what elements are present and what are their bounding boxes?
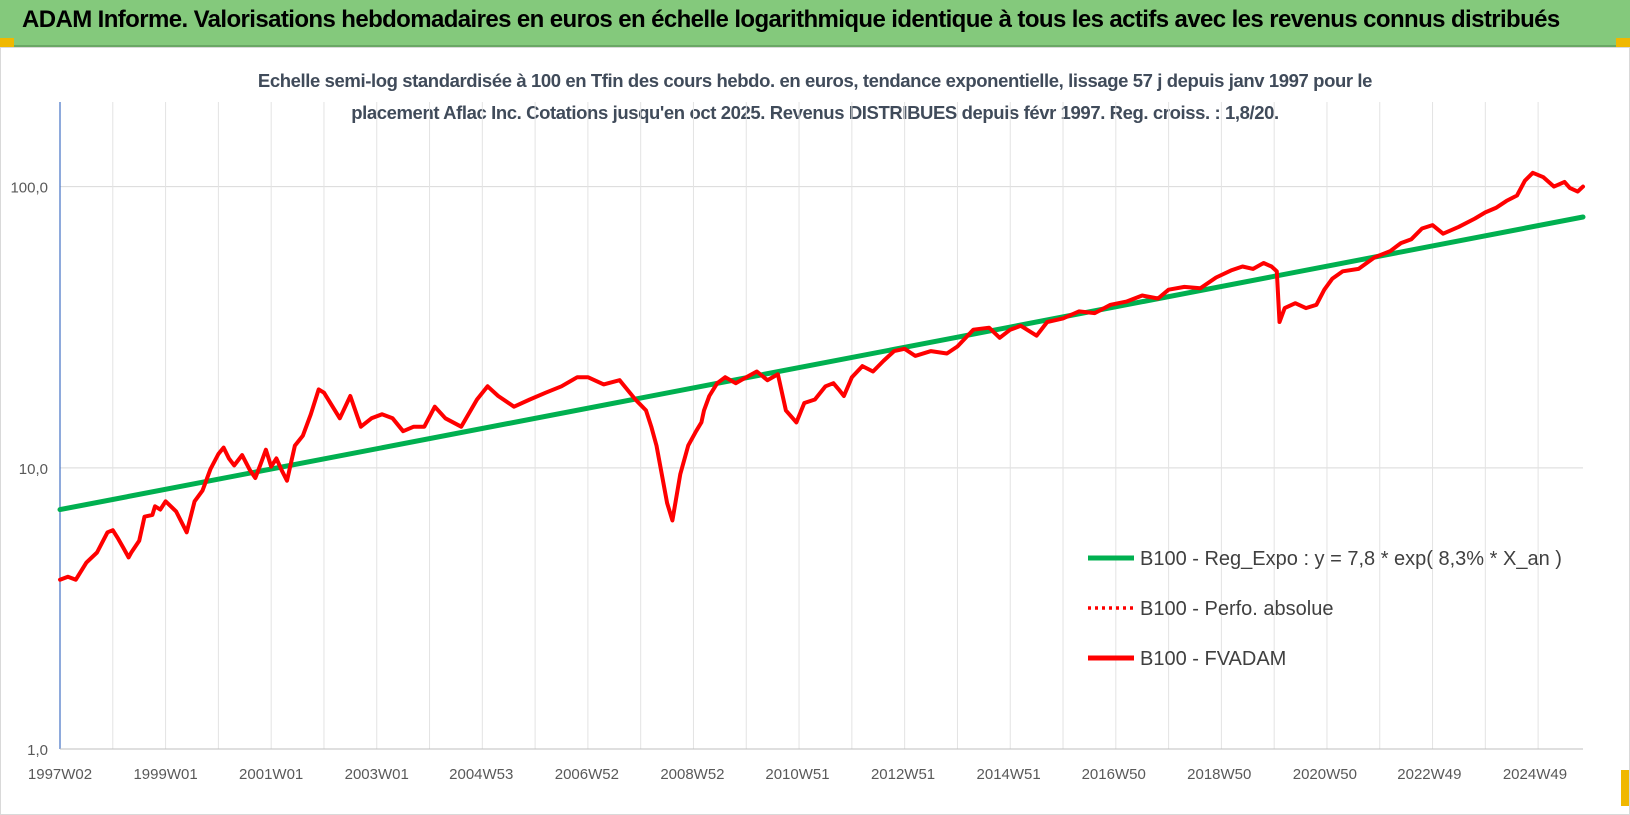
corner-marker [0, 38, 14, 47]
x-tick-label: 1999W01 [133, 766, 197, 783]
series-layer [57, 170, 1586, 582]
y-tick-label: 1,0 [27, 742, 48, 759]
x-tick-label: 2012W51 [871, 766, 935, 783]
x-tick-label: 2001W01 [239, 766, 303, 783]
x-tick-label: 1997W02 [28, 766, 92, 783]
legend: B100 - Reg_Expo : y = 7,8 * exp( 8,3% * … [1088, 548, 1562, 670]
legend-label: B100 - Perfo. absolue [1140, 598, 1333, 620]
corner-marker [1621, 770, 1630, 806]
axes: 1,0 10,0 100,0 1997W02 1999W01 2001W01 2003W01… [10, 102, 1583, 783]
x-tick-label: 2008W52 [660, 766, 724, 783]
x-tick-label: 2020W50 [1293, 766, 1357, 783]
x-tick-label: 2004W53 [449, 766, 513, 783]
title-banner: ADAM Informe. Valorisations hebdomadaire… [0, 0, 1630, 47]
x-tick-label: 2022W49 [1397, 766, 1461, 783]
corner-marker [1616, 38, 1630, 47]
x-tick-label: 2016W50 [1082, 766, 1146, 783]
x-tick-label: 2010W51 [765, 766, 829, 783]
x-tick-label: 2003W01 [345, 766, 409, 783]
page-title: ADAM Informe. Valorisations hebdomadaire… [22, 6, 1560, 33]
legend-label: B100 - Reg_Expo : y = 7,8 * exp( 8,3% * … [1140, 548, 1562, 570]
series-line-0 [57, 214, 1586, 513]
x-tick-label: 2014W51 [977, 766, 1041, 783]
x-tick-label: 2006W52 [555, 766, 619, 783]
grid [60, 102, 1583, 750]
y-tick-label: 10,0 [19, 461, 48, 478]
chart-subtitle: placement Aflac Inc. Cotations jusqu'en … [351, 102, 1279, 123]
chart-title: Echelle semi-log standardisée à 100 en T… [257, 70, 1373, 91]
legend-label: B100 - FVADAM [1140, 648, 1286, 670]
x-tick-label: 2024W49 [1503, 766, 1567, 783]
x-tick-label: 2018W50 [1187, 766, 1251, 783]
series-line-2 [58, 170, 1585, 582]
y-tick-label: 100,0 [10, 180, 48, 197]
